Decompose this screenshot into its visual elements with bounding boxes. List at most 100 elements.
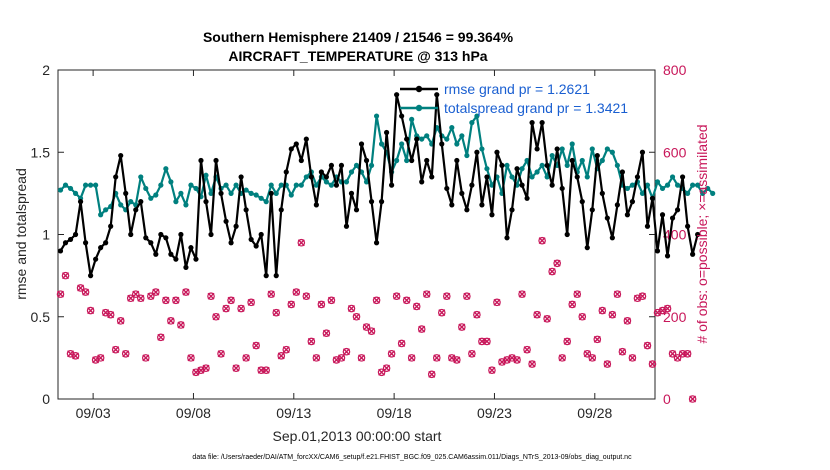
spread-point xyxy=(263,199,269,205)
obs-assimilated-marker xyxy=(327,296,335,304)
obs-assimilated-marker xyxy=(217,350,225,358)
obs-point xyxy=(412,302,421,311)
rmse-point xyxy=(484,174,490,180)
obs-point xyxy=(548,267,556,276)
x-axis-label: Sep.01,2013 00:00:00 start xyxy=(273,428,442,444)
obs-assimilated-marker xyxy=(684,350,692,358)
obs-assimilated-marker xyxy=(282,346,290,354)
rmse-point xyxy=(654,248,661,254)
obs-point xyxy=(422,290,431,298)
spread-point xyxy=(208,190,214,196)
obs-assimilated-marker xyxy=(207,292,215,300)
rmse-point xyxy=(594,152,600,159)
spread-point xyxy=(253,192,259,198)
obs-point xyxy=(177,321,185,329)
spread-point xyxy=(343,179,350,185)
spread-point xyxy=(193,185,199,192)
obs-assimilated-marker xyxy=(62,272,70,280)
rmse-point xyxy=(444,185,450,192)
obs-assimilated-marker xyxy=(212,313,220,321)
rmse-point xyxy=(474,149,480,155)
obs-assimilated-marker xyxy=(307,337,315,345)
spread-point xyxy=(444,136,450,142)
rmse-point xyxy=(690,251,696,257)
rmse-series xyxy=(57,92,701,279)
spread-point xyxy=(168,179,174,185)
obs-assimilated-marker xyxy=(518,290,526,298)
obs-possible-marker xyxy=(337,354,346,362)
rmse-point xyxy=(98,245,104,251)
rmse-point xyxy=(499,162,505,169)
obs-assimilated-marker xyxy=(443,292,451,300)
obs-possible-marker xyxy=(177,321,185,329)
obs-assimilated-marker xyxy=(137,294,145,302)
obs-possible-marker xyxy=(342,347,351,356)
obs-point xyxy=(392,292,401,300)
obs-assimilated-marker xyxy=(72,352,80,360)
obs-point xyxy=(387,349,396,358)
obs-assimilated-marker xyxy=(413,302,421,310)
rmse-point xyxy=(168,251,174,257)
obs-possible-marker xyxy=(488,366,496,375)
rmse-point xyxy=(208,231,214,238)
spread-point xyxy=(644,182,651,188)
obs-point xyxy=(277,352,286,360)
rmse-point xyxy=(574,174,580,180)
rmse-point xyxy=(584,245,590,251)
obs-possible-marker xyxy=(663,304,672,313)
rmse-point xyxy=(253,243,259,249)
x-tick-label: 09/28 xyxy=(577,405,612,421)
obs-possible-marker xyxy=(267,290,276,298)
obs-assimilated-marker xyxy=(628,354,636,362)
obs-possible-marker xyxy=(227,296,235,305)
spread-point xyxy=(674,182,681,188)
obs-assimilated-marker xyxy=(538,237,546,245)
spread-point xyxy=(363,179,370,185)
rmse-point xyxy=(203,199,209,205)
obs-point xyxy=(608,310,617,319)
obs-point xyxy=(212,312,220,321)
rmse-point xyxy=(213,157,219,164)
obs-assimilated-marker xyxy=(82,288,90,296)
obs-possible-marker xyxy=(247,298,255,307)
obs-point xyxy=(543,315,551,323)
obs-possible-marker xyxy=(463,292,471,300)
obs-assimilated-marker xyxy=(177,321,185,329)
spread-point xyxy=(233,182,239,188)
rmse-point xyxy=(389,182,395,188)
spread-point xyxy=(519,166,525,172)
obs-possible-marker xyxy=(432,354,441,362)
obs-assimilated-marker xyxy=(623,317,631,325)
obs-possible-marker xyxy=(162,296,170,305)
obs-possible-marker xyxy=(533,310,541,319)
obs-point xyxy=(528,360,536,368)
obs-possible-marker xyxy=(618,347,627,356)
rmse-point xyxy=(564,231,570,238)
obs-possible-marker xyxy=(202,364,210,372)
obs-possible-marker xyxy=(262,366,270,375)
y-right-tick-label: 800 xyxy=(663,62,687,78)
x-tick-label: 09/18 xyxy=(377,405,412,421)
obs-possible-marker xyxy=(443,292,451,300)
obs-point xyxy=(588,354,597,362)
rmse-point xyxy=(414,136,420,142)
rmse-point xyxy=(153,251,159,257)
rmse-point xyxy=(674,207,681,213)
obs-point xyxy=(111,345,120,354)
obs-possible-marker xyxy=(608,310,617,319)
obs-point xyxy=(327,296,336,305)
rmse-point xyxy=(228,240,234,246)
rmse-point xyxy=(93,256,99,262)
obs-point xyxy=(322,329,331,338)
obs-assimilated-marker xyxy=(428,370,436,378)
obs-point xyxy=(282,345,291,354)
obs-point xyxy=(473,310,481,319)
obs-point xyxy=(367,327,376,335)
obs-point xyxy=(141,354,150,362)
obs-point xyxy=(172,296,180,305)
spread-point xyxy=(368,162,375,169)
obs-assimilated-marker xyxy=(398,339,406,347)
obs-assimilated-marker xyxy=(262,366,270,374)
rmse-point xyxy=(664,253,671,259)
